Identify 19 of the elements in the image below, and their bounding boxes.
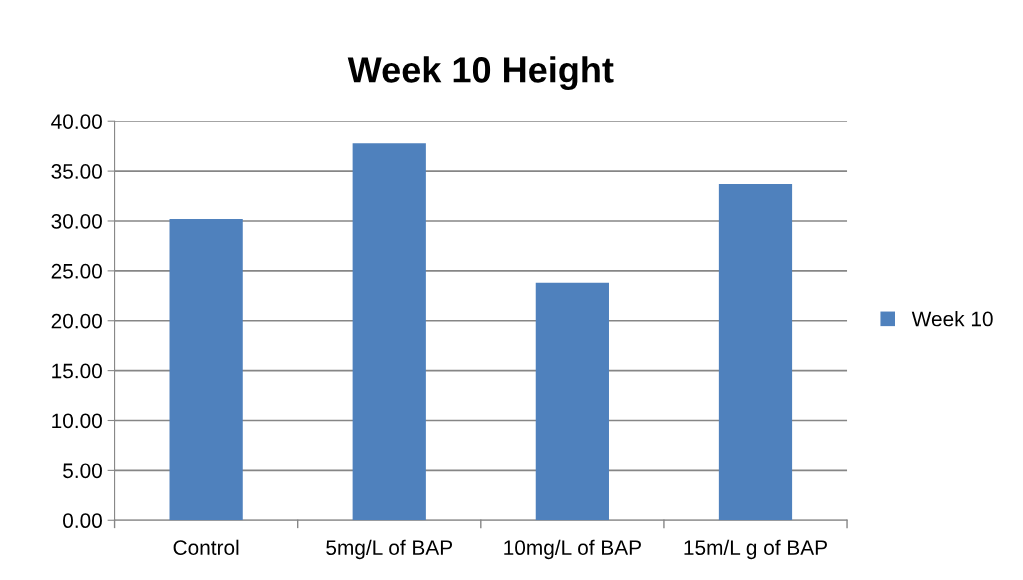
- y-tick-label: 0.00: [63, 513, 102, 529]
- bar: [169, 218, 243, 521]
- y-tick-label: 20.00: [51, 313, 102, 329]
- bar: [352, 143, 426, 521]
- x-tick-label: 15m/L g of BAP: [684, 539, 827, 560]
- bar: [718, 184, 793, 521]
- x-tick-label: Control: [173, 539, 239, 556]
- y-tick-label: 25.00: [51, 263, 102, 279]
- y-tick-label: 5.00: [63, 463, 102, 479]
- legend-label: Week 10: [911, 311, 993, 327]
- x-tick-label: 5mg/L of BAP: [326, 539, 453, 560]
- x-tick-label: 10mg/L of BAP: [504, 539, 641, 560]
- bar: [535, 282, 609, 521]
- y-tick-label: 30.00: [51, 213, 102, 229]
- y-tick-label: 40.00: [51, 114, 102, 129]
- y-tick-label: 10.00: [52, 413, 102, 429]
- y-tick-label: 15.00: [52, 363, 102, 379]
- chart-title: Week 10 Height: [347, 56, 614, 90]
- y-tick-label: 35.00: [51, 164, 102, 179]
